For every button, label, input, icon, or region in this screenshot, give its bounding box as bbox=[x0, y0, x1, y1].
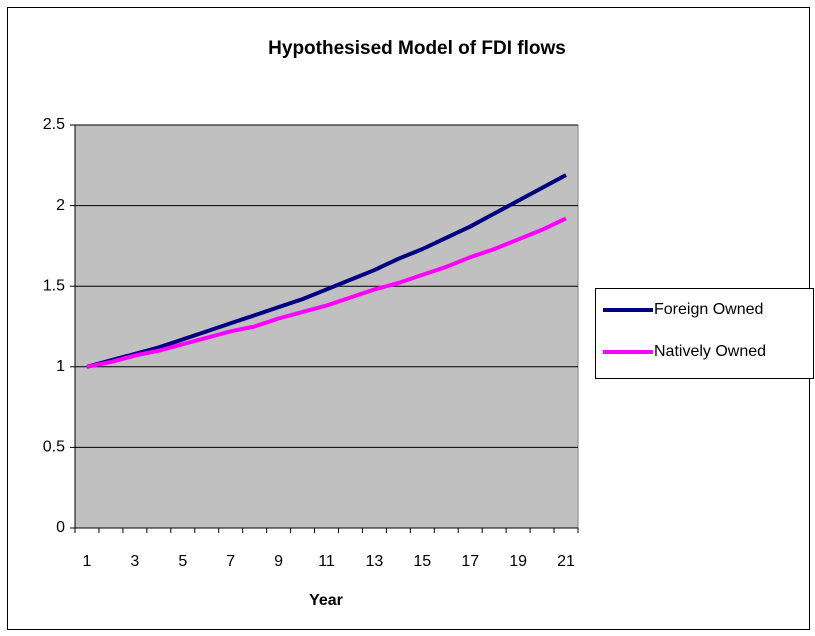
plot-area bbox=[74, 124, 579, 529]
x-tick-label: 19 bbox=[509, 553, 527, 570]
y-tick-label: 2.5 bbox=[43, 116, 65, 133]
series-line bbox=[86, 216, 567, 369]
x-tick-label: 11 bbox=[318, 553, 335, 570]
chart-title: Hypothesised Model of FDI flows bbox=[268, 38, 566, 59]
x-tick-label: 17 bbox=[461, 553, 479, 570]
legend-label: Natively Owned bbox=[654, 343, 766, 360]
x-tick-label: 5 bbox=[178, 553, 187, 570]
y-tick-label: 0 bbox=[56, 519, 65, 536]
x-tick-label: 21 bbox=[557, 553, 575, 570]
y-tick-label: 1 bbox=[56, 358, 65, 375]
x-tick-label: 15 bbox=[413, 553, 431, 570]
y-tick-label: 2 bbox=[56, 197, 65, 214]
y-tick-label: 0.5 bbox=[43, 439, 65, 456]
series-line bbox=[86, 173, 567, 369]
legend-label: Foreign Owned bbox=[654, 301, 763, 318]
x-axis-label: Year bbox=[309, 592, 343, 609]
x-tick-label: 1 bbox=[83, 553, 92, 570]
x-tick-label: 7 bbox=[226, 553, 235, 570]
x-tick-label: 9 bbox=[274, 553, 283, 570]
x-tick-label: 3 bbox=[130, 553, 139, 570]
legend-box bbox=[595, 288, 814, 379]
x-tick-label: 13 bbox=[366, 553, 384, 570]
y-tick-label: 1.5 bbox=[43, 277, 65, 294]
